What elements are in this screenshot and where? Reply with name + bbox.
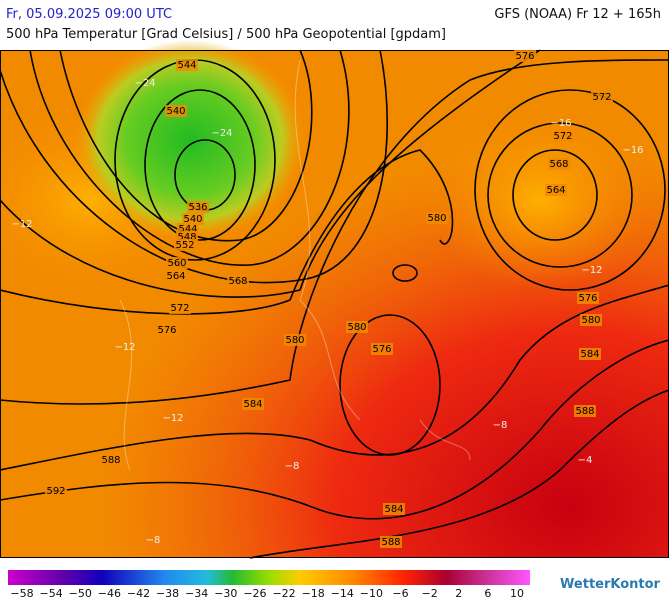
contour-label: 568	[228, 276, 247, 287]
temperature-label: −16	[622, 145, 643, 156]
contour-label-bg	[371, 343, 393, 355]
colorbar-label: −18	[302, 587, 325, 600]
contour-label-bg	[380, 536, 402, 548]
contour-label-bg	[165, 270, 187, 282]
colorbar-label: −30	[214, 587, 237, 600]
contour-label: 572	[592, 92, 611, 103]
colorbar-label: 6	[484, 587, 491, 600]
contour-label: 536	[188, 202, 207, 213]
contour-label: 540	[166, 106, 185, 117]
contours	[0, 49, 669, 559]
cool-area	[430, 110, 650, 290]
contour-label-bg	[165, 105, 187, 117]
contour-label: 584	[384, 504, 403, 515]
temperature-label: −12	[11, 219, 32, 230]
contour-label-bg	[579, 348, 601, 360]
contour-label-bg	[156, 324, 178, 336]
colorbar-label: −26	[243, 587, 266, 600]
colorbar-label: −54	[40, 587, 63, 600]
contour-label-bg	[176, 59, 198, 71]
contour-label-bg	[514, 50, 536, 62]
colorbar-label: −38	[156, 587, 179, 600]
contour-label-bg	[100, 454, 122, 466]
contour-label: 576	[515, 51, 534, 62]
contour-label-bg	[174, 239, 196, 251]
contour-label-bg	[591, 91, 613, 103]
contour-label-bg	[284, 334, 306, 346]
colorbar-label: −6	[392, 587, 408, 600]
colorbar-label: −42	[127, 587, 150, 600]
subtitle: 500 hPa Temperatur [Grad Celsius] / 500 …	[6, 27, 447, 42]
temperature-label: −8	[285, 461, 300, 472]
contour-label-bg	[574, 405, 596, 417]
contour-label: 540	[183, 214, 202, 225]
contour-label-bg	[383, 503, 405, 515]
contour-label-bg	[426, 212, 448, 224]
contour-label-bg	[552, 130, 574, 142]
colorbar-label: −10	[360, 587, 383, 600]
contour-label-bg	[346, 321, 368, 333]
contour-label: 588	[101, 455, 120, 466]
contour-label: 592	[46, 486, 65, 497]
contour-label: 544	[177, 60, 196, 71]
temperature-label: −12	[114, 342, 135, 353]
contour-label-bg	[227, 275, 249, 287]
model: GFS (NOAA) Fr 12 + 165h	[494, 7, 661, 22]
contour-label: 552	[175, 240, 194, 251]
contour-label: 548	[177, 232, 196, 243]
contour-label: 580	[427, 213, 446, 224]
contour-label: 584	[243, 399, 262, 410]
contour-label-bg	[577, 292, 599, 304]
coastlines	[119, 59, 471, 471]
contour-label: 580	[347, 322, 366, 333]
contour-label: 572	[170, 303, 189, 314]
contour-label: 588	[575, 406, 594, 417]
contour-label: 564	[166, 271, 185, 282]
temperature-label: −24	[134, 78, 155, 89]
contour-label-bg	[548, 158, 570, 170]
colorbar-label: 2	[455, 587, 462, 600]
temperature-label: −24	[211, 128, 232, 139]
contour-label-bg	[580, 314, 602, 326]
contour-label: 576	[578, 293, 597, 304]
contour-label: 576	[372, 344, 391, 355]
contour-label-bg	[242, 398, 264, 410]
colorbar	[8, 570, 530, 585]
colorbar-label: 10	[510, 587, 524, 600]
contour-label: 564	[546, 185, 565, 196]
logo: WetterKontor	[560, 577, 661, 592]
contour-label: 580	[285, 335, 304, 346]
temperature-label: −8	[146, 535, 161, 546]
contour-label: 588	[381, 537, 400, 548]
temperature-label: −4	[578, 455, 593, 466]
colorbar-label: −22	[272, 587, 295, 600]
cold-area	[75, 40, 305, 240]
temperature-label: −12	[162, 413, 183, 424]
contour-label-bg	[187, 201, 209, 213]
temperature-label: −16	[550, 118, 571, 129]
contour-label: 544	[178, 224, 197, 235]
colorbar-label: −46	[98, 587, 121, 600]
date: Fr, 05.09.2025 09:00 UTC	[6, 7, 173, 22]
contour-label: 572	[553, 131, 572, 142]
colorbar-label: −58	[10, 587, 33, 600]
contour-label: 568	[549, 159, 568, 170]
contour-label-bg	[182, 213, 204, 225]
contour-label-bg	[169, 302, 191, 314]
contour-label: 580	[581, 315, 600, 326]
contour-label: 560	[167, 258, 186, 269]
contour-label-bg	[45, 485, 67, 497]
temperature-label: −8	[493, 420, 508, 431]
colorbar-label: −14	[331, 587, 354, 600]
colorbar-label: −50	[69, 587, 92, 600]
contour-label: 584	[580, 349, 599, 360]
temperature-label: −12	[581, 265, 602, 276]
colorbar-label: −34	[185, 587, 208, 600]
contour-label-bg	[166, 257, 188, 269]
contour-label: 576	[157, 325, 176, 336]
contour-label-bg	[545, 184, 567, 196]
colorbar-label: −2	[422, 587, 438, 600]
